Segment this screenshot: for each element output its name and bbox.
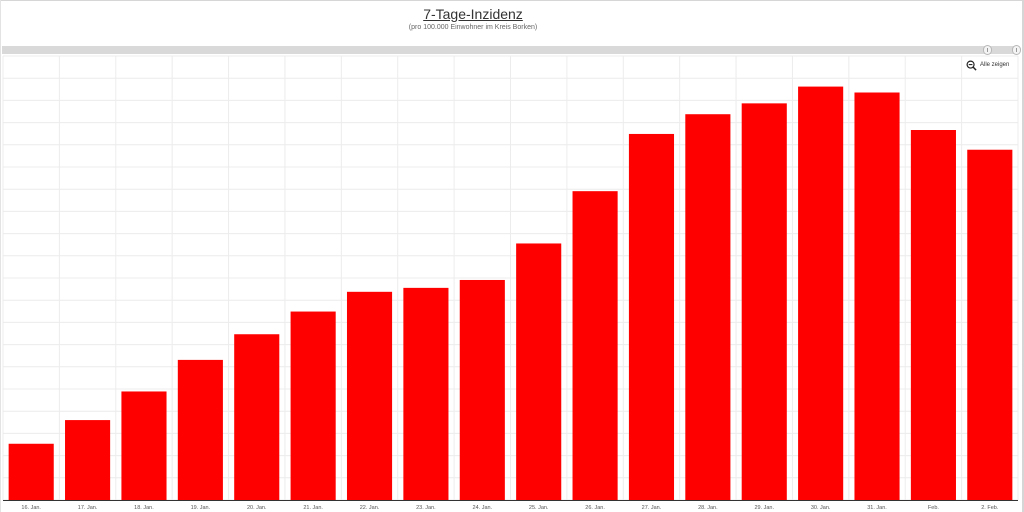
x-tick-label: 23. Jan. [416, 505, 436, 511]
x-tick-label: 24. Jan. [473, 505, 493, 511]
x-tick-label: 19. Jan. [191, 505, 211, 511]
bar[interactable] [121, 391, 167, 500]
x-tick-label: 29. Jan. [754, 505, 774, 511]
frame-top-border [0, 0, 1024, 1]
bar[interactable] [910, 130, 956, 500]
x-tick-label: 20. Jan. [247, 505, 267, 511]
bar[interactable] [459, 279, 505, 500]
navigator-left-handle[interactable] [983, 45, 992, 55]
x-tick-label: 26. Jan. [585, 505, 605, 511]
reset-zoom-label: Alle zeigen [980, 62, 1010, 68]
bar[interactable] [234, 334, 280, 500]
bar[interactable] [628, 133, 675, 501]
x-tick-label: 16. Jan. [21, 505, 41, 511]
navigator-scrollbar[interactable] [2, 46, 1018, 54]
bar[interactable] [798, 86, 844, 500]
x-tick-label: 25. Jan. [529, 505, 549, 511]
bar[interactable] [967, 149, 1013, 500]
bar[interactable] [741, 103, 787, 501]
bar[interactable] [854, 92, 900, 501]
bar[interactable] [572, 191, 618, 500]
bar[interactable] [403, 287, 449, 500]
x-axis-labels: 16. Jan. 17. Jan. 18. Jan. 19. Jan. 20. Jan.… [21, 505, 998, 511]
zoom-out-icon [966, 60, 977, 71]
navigator-right-handle[interactable] [1012, 45, 1021, 55]
chart-bars [8, 86, 1013, 501]
frame-left-border [0, 0, 1, 512]
chart-title[interactable]: 7-Tage-Inzidenz [423, 6, 523, 22]
x-tick-label: 22. Jan. [360, 505, 380, 511]
frame-right-border [1022, 0, 1024, 512]
x-tick-label: 21. Jan. [303, 505, 323, 511]
x-tick-label: 28. Jan. [698, 505, 718, 511]
x-tick-label: Feb. [928, 505, 939, 511]
x-tick-label: 17. Jan. [78, 505, 98, 511]
bar[interactable] [516, 243, 562, 500]
x-tick-label: 31. Jan. [867, 505, 887, 511]
x-tick-label: 2. Feb. [981, 505, 999, 511]
reset-zoom-button[interactable]: Alle zeigen [966, 59, 1009, 71]
chart-subtitle: (pro 100.000 Einwohner im Kreis Borken) [408, 24, 538, 31]
bar[interactable] [65, 420, 111, 500]
x-tick-label: 27. Jan. [642, 505, 662, 511]
x-tick-label: 18. Jan. [134, 505, 154, 511]
x-tick-label: 30. Jan. [811, 505, 831, 511]
bar[interactable] [290, 311, 336, 500]
bar[interactable] [685, 114, 731, 501]
bar[interactable] [8, 443, 54, 500]
bar[interactable] [346, 291, 393, 500]
bar[interactable] [177, 359, 223, 500]
